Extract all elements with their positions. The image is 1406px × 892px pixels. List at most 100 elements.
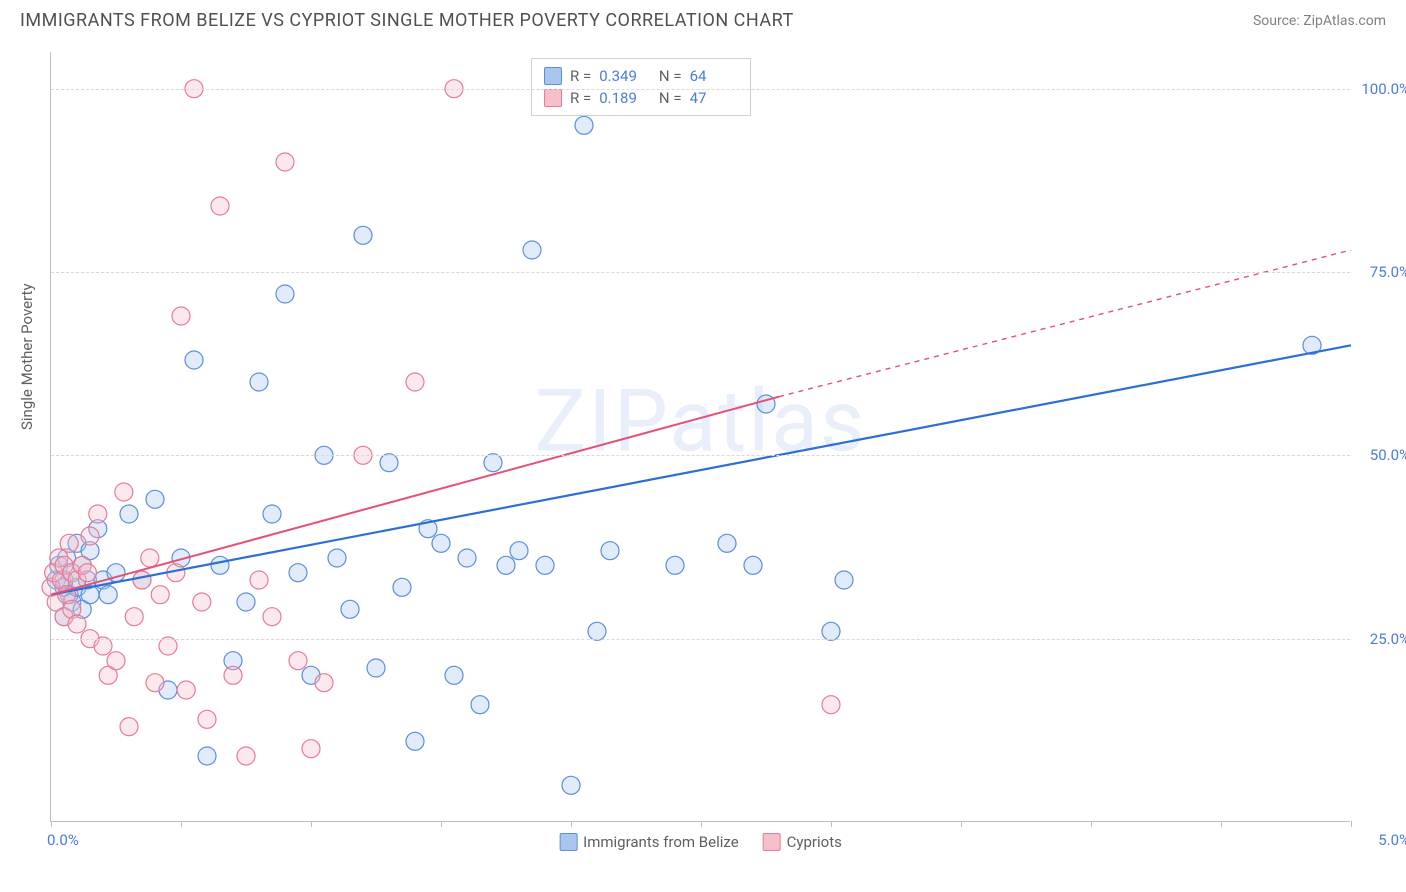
- scatter-point: [289, 652, 307, 670]
- scatter-point: [193, 593, 211, 611]
- legend-swatch-0: [559, 833, 577, 851]
- scatter-point: [510, 542, 528, 560]
- scatter-point: [328, 549, 346, 567]
- scatter-point: [601, 542, 619, 560]
- scatter-plot-svg: [51, 52, 1350, 821]
- scatter-point: [125, 608, 143, 626]
- scatter-point: [289, 564, 307, 582]
- stats-r-eq: R =: [570, 67, 591, 85]
- scatter-point: [432, 534, 450, 552]
- scatter-point: [380, 454, 398, 472]
- scatter-point: [276, 285, 294, 303]
- scatter-point: [120, 718, 138, 736]
- x-tick: [181, 821, 182, 827]
- gridline: [51, 272, 1350, 273]
- scatter-point: [177, 681, 195, 699]
- stats-n-eq: N =: [655, 67, 681, 85]
- source-attribution: Source: ZipAtlas.com: [1253, 13, 1386, 29]
- x-tick: [51, 821, 52, 827]
- x-tick: [1091, 821, 1092, 827]
- scatter-point: [60, 534, 78, 552]
- bottom-legend: Immigrants from Belize Cypriots: [559, 833, 842, 851]
- legend-label-0: Immigrants from Belize: [583, 833, 739, 851]
- scatter-point: [89, 505, 107, 523]
- scatter-point: [341, 600, 359, 618]
- scatter-point: [224, 666, 242, 684]
- x-tick: [1351, 821, 1352, 827]
- scatter-point: [172, 307, 190, 325]
- scatter-point: [354, 226, 372, 244]
- scatter-point: [68, 615, 86, 633]
- stats-n-eq: N =: [655, 89, 681, 107]
- trend-line: [51, 345, 1351, 594]
- x-tick: [701, 821, 702, 827]
- gridline: [51, 89, 1350, 90]
- stats-row-series-0: R = 0.349 N = 64: [544, 65, 738, 87]
- scatter-point: [302, 740, 320, 758]
- scatter-point: [458, 549, 476, 567]
- scatter-point: [99, 586, 117, 604]
- scatter-point: [445, 666, 463, 684]
- scatter-point: [497, 556, 515, 574]
- y-tick-label: 100.0%: [1361, 80, 1406, 98]
- scatter-point: [822, 622, 840, 640]
- scatter-point: [211, 197, 229, 215]
- stats-r-eq: R =: [570, 89, 591, 107]
- x-tick: [571, 821, 572, 827]
- scatter-point: [250, 373, 268, 391]
- scatter-point: [718, 534, 736, 552]
- scatter-point: [78, 564, 96, 582]
- stats-r-val-0: 0.349: [599, 67, 647, 85]
- legend-item-0: Immigrants from Belize: [559, 833, 739, 851]
- stats-swatch-series-0: [544, 67, 562, 85]
- scatter-point: [133, 571, 151, 589]
- x-tick: [831, 821, 832, 827]
- scatter-point: [146, 674, 164, 692]
- stats-r-val-1: 0.189: [599, 89, 647, 107]
- x-tick: [311, 821, 312, 827]
- scatter-point: [141, 549, 159, 567]
- scatter-point: [523, 241, 541, 259]
- stats-n-val-0: 64: [690, 67, 738, 85]
- scatter-point: [198, 710, 216, 728]
- scatter-point: [185, 351, 203, 369]
- y-axis-label: Single Mother Poverty: [18, 283, 36, 430]
- scatter-point: [120, 505, 138, 523]
- header: IMMIGRANTS FROM BELIZE VS CYPRIOT SINGLE…: [0, 0, 1406, 39]
- scatter-point: [211, 556, 229, 574]
- scatter-point: [263, 505, 281, 523]
- scatter-point: [115, 483, 133, 501]
- scatter-point: [315, 674, 333, 692]
- scatter-point: [666, 556, 684, 574]
- legend-swatch-1: [763, 833, 781, 851]
- scatter-point: [588, 622, 606, 640]
- scatter-point: [250, 571, 268, 589]
- scatter-point: [484, 454, 502, 472]
- scatter-point: [81, 527, 99, 545]
- chart-plot-area: ZIPatlas R = 0.349 N = 64 R = 0.189 N = …: [50, 52, 1350, 822]
- scatter-point: [744, 556, 762, 574]
- scatter-point: [94, 637, 112, 655]
- scatter-point: [393, 578, 411, 596]
- scatter-point: [406, 732, 424, 750]
- scatter-point: [151, 586, 169, 604]
- scatter-point: [822, 696, 840, 714]
- correlation-stats-box: R = 0.349 N = 64 R = 0.189 N = 47: [531, 58, 751, 116]
- scatter-point: [146, 490, 164, 508]
- scatter-point: [198, 747, 216, 765]
- x-tick-label: 5.0%: [1378, 831, 1406, 849]
- scatter-point: [536, 556, 554, 574]
- scatter-point: [237, 593, 255, 611]
- stats-row-series-1: R = 0.189 N = 47: [544, 87, 738, 109]
- x-tick-label: 0.0%: [47, 831, 79, 849]
- scatter-point: [406, 373, 424, 391]
- x-tick: [961, 821, 962, 827]
- scatter-point: [471, 696, 489, 714]
- y-tick-label: 50.0%: [1370, 446, 1406, 464]
- scatter-point: [367, 659, 385, 677]
- gridline: [51, 639, 1350, 640]
- y-tick-label: 25.0%: [1370, 630, 1406, 648]
- scatter-point: [562, 776, 580, 794]
- x-tick: [441, 821, 442, 827]
- chart-title: IMMIGRANTS FROM BELIZE VS CYPRIOT SINGLE…: [20, 10, 794, 31]
